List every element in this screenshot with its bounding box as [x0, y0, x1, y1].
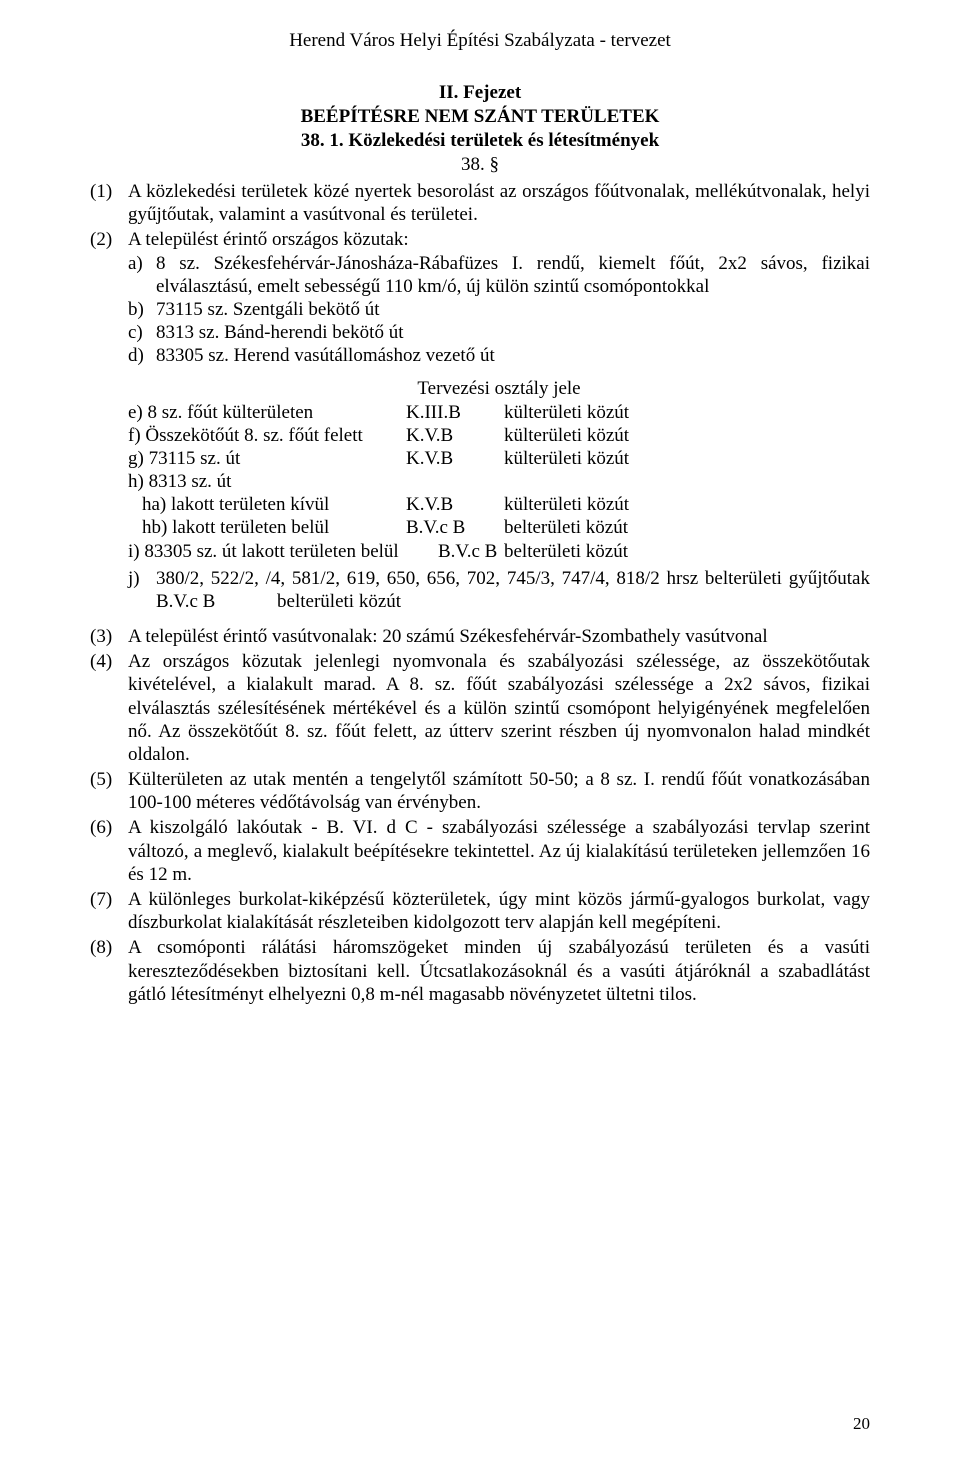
paragraph-1: (1) A közlekedési területek közé nyertek… — [90, 180, 870, 226]
para-body: A különleges burkolat-kiképzésű közterül… — [128, 888, 870, 934]
paragraph-7: (7) A különleges burkolat-kiképzésű közt… — [90, 888, 870, 934]
paragraph-5: (5) Külterületen az utak mentén a tengel… — [90, 768, 870, 814]
row-code: B.V.c B — [406, 516, 504, 539]
list-item-j: j) 380/2, 522/2, /4, 581/2, 619, 650, 65… — [128, 567, 870, 613]
para-number: (3) — [90, 625, 128, 648]
section-number: 38. § — [90, 154, 870, 176]
section-title: 38. 1. Közlekedési területek és létesítm… — [90, 130, 870, 152]
row-desc: külterületi közút — [504, 424, 870, 447]
para-body: A települést érintő vasútvonalak: 20 szá… — [128, 625, 870, 648]
paragraph-4: (4) Az országos közutak jelenlegi nyomvo… — [90, 650, 870, 766]
body-content: (1) A közlekedési területek közé nyertek… — [90, 180, 870, 1006]
design-class-table: Tervezési osztály jele e) 8 sz. főút kül… — [128, 377, 870, 562]
list-label: j) — [128, 567, 156, 613]
table-row: ha) lakott területen kívül K.V.B külterü… — [128, 493, 870, 516]
list-label: c) — [128, 321, 156, 344]
design-header: Tervezési osztály jele — [128, 377, 870, 400]
row-label: hb) lakott területen belül — [142, 516, 406, 539]
para-number: (8) — [90, 936, 128, 1006]
row-desc: külterületi közút — [504, 401, 870, 424]
list-body: 83305 sz. Herend vasútállomáshoz vezető … — [156, 344, 870, 367]
row-label: f) Összekötőút 8. sz. főút felett — [128, 424, 406, 447]
para-body: A kiszolgáló lakóutak - B. VI. d C - sza… — [128, 816, 870, 886]
row-label: e) 8 sz. főút külterületen — [128, 401, 406, 424]
list-body: 8 sz. Székesfehérvár-Jánosháza-Rábafüzes… — [156, 252, 870, 298]
para-lead: A települést érintő országos közutak: — [128, 229, 409, 250]
row-code: K.III.B — [406, 401, 504, 424]
para-body: A csomóponti rálátási háromszögeket mind… — [128, 936, 870, 1006]
list-label: a) — [128, 252, 156, 298]
table-row: g) 73115 sz. út K.V.B külterületi közút — [128, 447, 870, 470]
list-label: b) — [128, 298, 156, 321]
table-row: e) 8 sz. főút külterületen K.III.B külte… — [128, 401, 870, 424]
para-number: (5) — [90, 768, 128, 814]
para-body: Külterületen az utak mentén a tengelytől… — [128, 768, 870, 814]
paragraph-2: (2) A települést érintő országos közutak… — [90, 228, 870, 613]
paragraph-6: (6) A kiszolgáló lakóutak - B. VI. d C -… — [90, 816, 870, 886]
row-desc: külterületi közút — [504, 493, 870, 516]
list-item-d: d) 83305 sz. Herend vasútállomáshoz veze… — [128, 344, 870, 367]
row-desc: külterületi közút — [504, 447, 870, 470]
para-number: (4) — [90, 650, 128, 766]
row-label: h) 8313 sz. út — [128, 470, 406, 493]
row-code: K.V.B — [406, 447, 504, 470]
para-number: (7) — [90, 888, 128, 934]
row-desc: belterületi közút — [504, 540, 870, 563]
para-number: (6) — [90, 816, 128, 886]
para-body: Az országos közutak jelenlegi nyomvonala… — [128, 650, 870, 766]
row-desc — [504, 470, 870, 493]
table-row: hb) lakott területen belül B.V.c B belte… — [128, 516, 870, 539]
row-code — [406, 470, 504, 493]
list-item-b: b) 73115 sz. Szentgáli bekötő út — [128, 298, 870, 321]
table-row: f) Összekötőút 8. sz. főút felett K.V.B … — [128, 424, 870, 447]
row-code: K.V.B — [406, 493, 504, 516]
row-label: g) 73115 sz. út — [128, 447, 406, 470]
list-label: d) — [128, 344, 156, 367]
list-body: 380/2, 522/2, /4, 581/2, 619, 650, 656, … — [156, 567, 870, 613]
para-number: (2) — [90, 228, 128, 613]
para-body: A települést érintő országos közutak: a)… — [128, 228, 870, 613]
row-code: K.V.B — [406, 424, 504, 447]
row-desc: belterületi közút — [504, 516, 870, 539]
row-code: B.V.c B — [438, 540, 504, 563]
list-body: 8313 sz. Bánd-herendi bekötő út — [156, 321, 870, 344]
list-item-c: c) 8313 sz. Bánd-herendi bekötő út — [128, 321, 870, 344]
chapter-number: II. Fejezet — [90, 82, 870, 104]
table-row: h) 8313 sz. út — [128, 470, 870, 493]
para-number: (1) — [90, 180, 128, 226]
row-label: ha) lakott területen kívül — [142, 493, 406, 516]
list-item-a: a) 8 sz. Székesfehérvár-Jánosháza-Rábafü… — [128, 252, 870, 298]
page-number: 20 — [853, 1414, 870, 1434]
paragraph-8: (8) A csomóponti rálátási háromszögeket … — [90, 936, 870, 1006]
row-label: i) 83305 sz. út lakott területen belül — [128, 540, 438, 563]
document-header: Herend Város Helyi Építési Szabályzata -… — [90, 30, 870, 52]
chapter-title: BEÉPÍTÉSRE NEM SZÁNT TERÜLETEK — [90, 106, 870, 128]
list-body: 73115 sz. Szentgáli bekötő út — [156, 298, 870, 321]
spacer — [90, 615, 870, 625]
para-body: A közlekedési területek közé nyertek bes… — [128, 180, 870, 226]
document-page: Herend Város Helyi Építési Szabályzata -… — [0, 0, 960, 1462]
table-row: i) 83305 sz. út lakott területen belül B… — [128, 540, 870, 563]
paragraph-3: (3) A települést érintő vasútvonalak: 20… — [90, 625, 870, 648]
